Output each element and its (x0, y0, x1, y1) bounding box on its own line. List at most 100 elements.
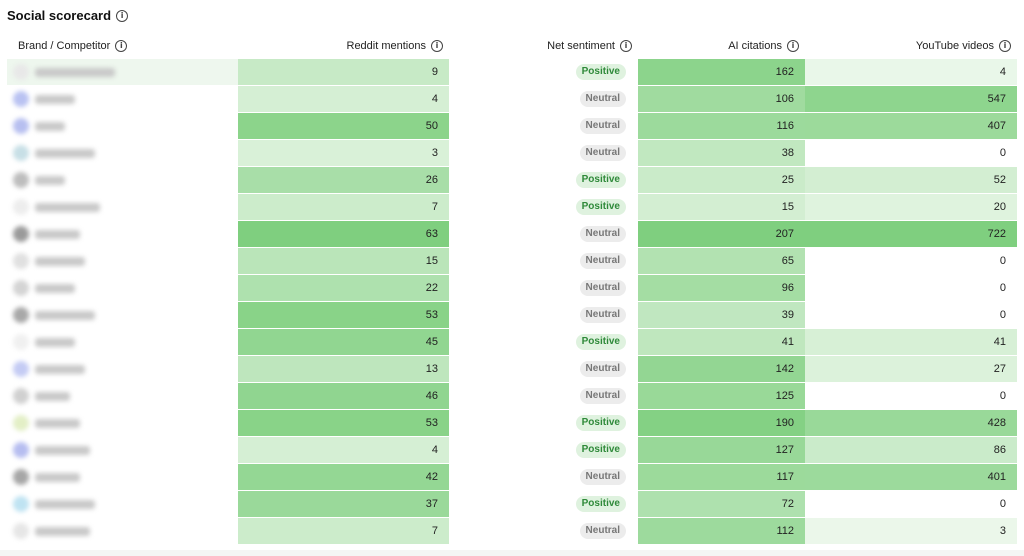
reddit-mentions-cell-value: 37 (425, 498, 438, 510)
youtube-videos-cell: 407 (805, 112, 1017, 140)
brand-logo-icon (13, 280, 29, 296)
youtube-videos-cell: 0 (805, 301, 1017, 329)
sentiment-badge: Neutral (579, 388, 626, 404)
brand-name-blurred (35, 283, 75, 293)
youtube-videos-cell: 0 (805, 139, 1017, 167)
table-row[interactable]: 22 Neutral 96 0 (7, 274, 1017, 302)
info-icon[interactable]: i (116, 9, 129, 22)
youtube-videos-cell-value: 4 (999, 66, 1006, 78)
brand-cell[interactable] (7, 166, 238, 194)
info-icon[interactable]: i (787, 40, 799, 52)
brand-cell[interactable] (7, 463, 238, 491)
table-row[interactable]: 37 Positive 72 0 (7, 490, 1017, 518)
youtube-videos-cell: 722 (805, 220, 1017, 248)
brand-cell[interactable] (7, 301, 238, 329)
reddit-mentions-cell-value: 9 (431, 66, 438, 78)
table-row[interactable]: 42 Neutral 117 401 (7, 463, 1017, 491)
ai-citations-cell-value: 127 (775, 444, 794, 456)
brand-logo-icon (13, 442, 29, 458)
brand-cell[interactable] (7, 436, 238, 464)
brand-cell[interactable] (7, 139, 238, 167)
column-header-youtube[interactable]: YouTube videos i (805, 33, 1017, 59)
reddit-mentions-cell-value: 63 (425, 228, 438, 240)
table-row[interactable]: 53 Neutral 39 0 (7, 301, 1017, 329)
reddit-mentions-cell-value: 7 (431, 525, 438, 537)
youtube-videos-cell-value: 20 (993, 201, 1006, 213)
section-title: Social scorecard i (7, 8, 129, 23)
brand-cell[interactable] (7, 382, 238, 410)
table-row[interactable]: 63 Neutral 207 722 (7, 220, 1017, 248)
youtube-videos-cell: 4 (805, 59, 1017, 86)
table-body: 9 Positive 162 4 4 Neutral 106 547 50 Neutral 116 4… (7, 59, 1017, 545)
sentiment-cell: Neutral (449, 301, 638, 329)
table-row[interactable]: 26 Positive 25 52 (7, 166, 1017, 194)
reddit-mentions-cell: 7 (238, 517, 449, 545)
reddit-mentions-cell: 50 (238, 112, 449, 140)
brand-cell[interactable] (7, 59, 238, 86)
sentiment-cell: Positive (449, 490, 638, 518)
brand-cell[interactable] (7, 85, 238, 113)
info-icon[interactable]: i (620, 40, 632, 52)
ai-citations-cell-value: 96 (781, 282, 794, 294)
sentiment-badge: Neutral (579, 523, 626, 539)
sentiment-badge: Neutral (579, 253, 626, 269)
ai-citations-cell: 96 (638, 274, 805, 302)
ai-citations-cell: 125 (638, 382, 805, 410)
youtube-videos-cell: 0 (805, 247, 1017, 275)
youtube-videos-cell-value: 0 (999, 282, 1006, 294)
table-row[interactable]: 50 Neutral 116 407 (7, 112, 1017, 140)
table-row[interactable]: 45 Positive 41 41 (7, 328, 1017, 356)
brand-cell[interactable] (7, 220, 238, 248)
sentiment-cell: Neutral (449, 247, 638, 275)
brand-redacted (13, 415, 227, 431)
brand-cell[interactable] (7, 193, 238, 221)
column-header-reddit[interactable]: Reddit mentions i (238, 33, 449, 59)
brand-cell[interactable] (7, 247, 238, 275)
brand-redacted (13, 145, 227, 161)
brand-redacted (13, 253, 227, 269)
table-row[interactable]: 13 Neutral 142 27 (7, 355, 1017, 383)
table-row[interactable]: 53 Positive 190 428 (7, 409, 1017, 437)
info-icon[interactable]: i (431, 40, 443, 52)
sentiment-cell: Positive (449, 166, 638, 194)
brand-redacted (13, 226, 227, 242)
brand-cell[interactable] (7, 409, 238, 437)
table-row[interactable]: 4 Neutral 106 547 (7, 85, 1017, 113)
brand-cell[interactable] (7, 490, 238, 518)
info-icon[interactable]: i (999, 40, 1011, 52)
table-row[interactable]: 7 Positive 15 20 (7, 193, 1017, 221)
sentiment-cell: Neutral (449, 85, 638, 113)
reddit-mentions-cell-value: 7 (431, 201, 438, 213)
column-header-ai-citations[interactable]: AI citations i (638, 33, 805, 59)
reddit-mentions-cell-value: 3 (431, 147, 438, 159)
brand-redacted (13, 361, 227, 377)
brand-cell[interactable] (7, 112, 238, 140)
sentiment-badge: Neutral (579, 226, 626, 242)
table-row[interactable]: 4 Positive 127 86 (7, 436, 1017, 464)
brand-cell[interactable] (7, 517, 238, 545)
sentiment-badge: Neutral (579, 361, 626, 377)
info-icon[interactable]: i (115, 40, 128, 52)
ai-citations-cell: 127 (638, 436, 805, 464)
reddit-mentions-cell: 42 (238, 463, 449, 491)
brand-logo-icon (13, 388, 29, 404)
brand-cell[interactable] (7, 274, 238, 302)
column-header-brand[interactable]: Brand / Competitor i (7, 33, 238, 59)
brand-redacted (13, 469, 227, 485)
table-row[interactable]: 15 Neutral 65 0 (7, 247, 1017, 275)
table-row[interactable]: 3 Neutral 38 0 (7, 139, 1017, 167)
brand-cell[interactable] (7, 328, 238, 356)
table-row[interactable]: 7 Neutral 112 3 (7, 517, 1017, 545)
ai-citations-cell-value: 65 (781, 255, 794, 267)
brand-cell[interactable] (7, 355, 238, 383)
brand-redacted (13, 523, 227, 539)
ai-citations-cell: 117 (638, 463, 805, 491)
table-row[interactable]: 46 Neutral 125 0 (7, 382, 1017, 410)
brand-redacted (13, 172, 227, 188)
column-header-sentiment[interactable]: Net sentiment i (449, 33, 638, 59)
sentiment-cell: Positive (449, 59, 638, 86)
table-row[interactable]: 9 Positive 162 4 (7, 59, 1017, 86)
brand-logo-icon (13, 118, 29, 134)
brand-logo-icon (13, 226, 29, 242)
sentiment-badge: Neutral (579, 118, 626, 134)
